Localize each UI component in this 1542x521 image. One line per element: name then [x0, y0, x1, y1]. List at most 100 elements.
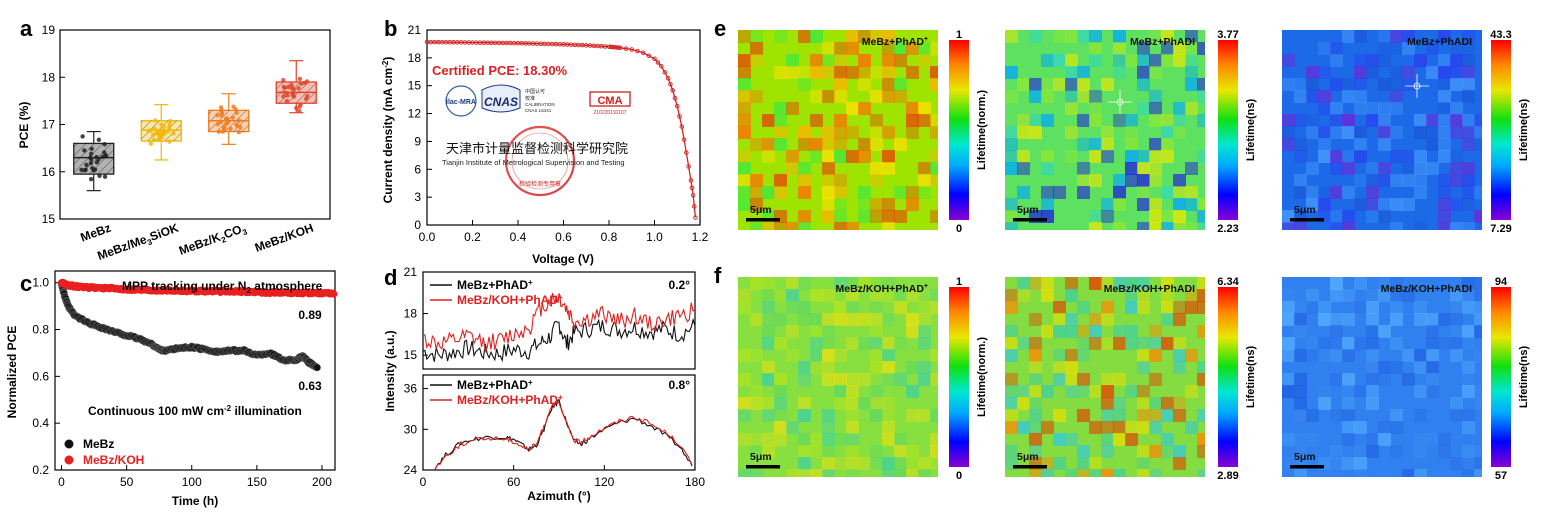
map-pixel [1113, 277, 1126, 290]
box-point [96, 137, 102, 142]
map-pixel [1149, 222, 1162, 230]
map-pixel [798, 186, 811, 199]
map-pixel [1330, 186, 1343, 199]
map-pixel [1474, 469, 1482, 477]
map-pixel [846, 289, 859, 302]
map-pixel [1462, 78, 1475, 91]
map-pixel [918, 114, 931, 127]
map-pixel [822, 42, 835, 55]
map-pixel [1438, 445, 1451, 458]
map-pixel [834, 138, 847, 151]
colorbar [1218, 40, 1238, 220]
map-pixel [798, 469, 811, 477]
map-pixel [810, 54, 823, 67]
map-pixel [930, 457, 938, 470]
map-pixel [762, 277, 775, 290]
map-pixel [798, 361, 811, 374]
map-pixel [1113, 325, 1126, 338]
map-pixel [1137, 385, 1150, 398]
map-pixel [1089, 30, 1102, 43]
map-pixel [1017, 114, 1030, 127]
map-pixel [1306, 433, 1319, 446]
map-pixel [918, 162, 931, 175]
map-pixel [798, 373, 811, 386]
map-pixel [1017, 186, 1030, 199]
map-pixel [1366, 337, 1379, 350]
map-pixel [810, 138, 823, 151]
map-pixel [798, 174, 811, 187]
map-pixel [1342, 30, 1355, 43]
map-pixel [1390, 289, 1403, 302]
map-pixel [798, 313, 811, 326]
map-pixel [1077, 409, 1090, 422]
map-pixel [1005, 222, 1018, 230]
map-pixel [894, 469, 907, 477]
map-pixel [1137, 150, 1150, 163]
map-pixel [1077, 138, 1090, 151]
map-pixel [834, 349, 847, 362]
map-pixel [1017, 385, 1030, 398]
map-pixel [1390, 90, 1403, 103]
map-pixel [822, 361, 835, 374]
map-pixel [1149, 337, 1162, 350]
map-pixel [906, 445, 919, 458]
map-pixel [750, 30, 763, 43]
map-pixel [1101, 198, 1114, 211]
map-pixel [834, 78, 847, 91]
map-pixel [1053, 457, 1066, 470]
map-pixel [750, 90, 763, 103]
box-point [226, 119, 231, 125]
c-ytick-label: 0.2 [32, 463, 49, 477]
map-pixel [1390, 66, 1403, 79]
map-pixel [870, 66, 883, 79]
map-pixel [1426, 385, 1439, 398]
map-pixel [1354, 457, 1367, 470]
map-pixel [1065, 30, 1078, 43]
map-pixel [894, 337, 907, 350]
map-pixel [1318, 102, 1331, 115]
map-pixel [1474, 301, 1482, 314]
map-pixel [1125, 162, 1138, 175]
map-pixel [1017, 289, 1030, 302]
map-pixel [906, 198, 919, 211]
map-pixel [774, 174, 787, 187]
map-pixel [774, 337, 787, 350]
map-pixel [1354, 54, 1367, 67]
map-pixel [846, 445, 859, 458]
map-pixel [1438, 138, 1451, 151]
map-pixel [1173, 313, 1186, 326]
map-pixel [738, 102, 751, 115]
map-pixel [1077, 469, 1090, 477]
map-pixel [1282, 433, 1295, 446]
map-pixel [1113, 433, 1126, 446]
map-pixel [930, 289, 938, 302]
map-pixel [1089, 150, 1102, 163]
map-pixel [1005, 150, 1018, 163]
map-pixel [1041, 198, 1054, 211]
map-pixel [1077, 349, 1090, 362]
map-pixel [1113, 421, 1126, 434]
map-pixel [1426, 66, 1439, 79]
panel-c-legend: MeBz MeBz/KOH [64, 437, 144, 467]
map-pixel [1101, 421, 1114, 434]
map-pixel [750, 445, 763, 458]
colorbar [949, 40, 969, 220]
box-point [281, 94, 286, 99]
map-pixel [798, 162, 811, 175]
box-point [166, 126, 172, 131]
map-pixel [882, 42, 895, 55]
box-point [216, 129, 222, 134]
map-pixel [1450, 313, 1463, 326]
map-pixel [1438, 126, 1451, 139]
map-pixel [1438, 90, 1451, 103]
map-pixel [1113, 409, 1126, 422]
map-pixel [834, 373, 847, 386]
map-pixel [870, 409, 883, 422]
panel-label-b: b [384, 16, 397, 41]
map-pixel [930, 114, 938, 127]
map-pixel [894, 138, 907, 151]
box-point [84, 162, 89, 168]
map-pixel [1077, 337, 1090, 350]
map-pixel [1462, 114, 1475, 127]
